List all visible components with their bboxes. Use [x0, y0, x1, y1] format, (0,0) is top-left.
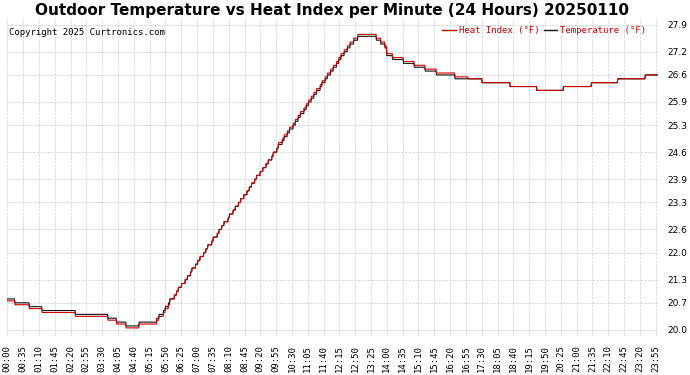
Title: Outdoor Temperature vs Heat Index per Minute (24 Hours) 20250110: Outdoor Temperature vs Heat Index per Mi… — [35, 3, 629, 18]
Legend: Heat Index (°F), Temperature (°F): Heat Index (°F), Temperature (°F) — [439, 22, 650, 38]
Text: Copyright 2025 Curtronics.com: Copyright 2025 Curtronics.com — [8, 28, 164, 38]
